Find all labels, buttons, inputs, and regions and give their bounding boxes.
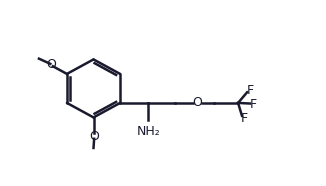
Text: F: F xyxy=(250,98,257,111)
Text: F: F xyxy=(247,84,254,97)
Text: O: O xyxy=(46,58,56,71)
Text: NH₂: NH₂ xyxy=(136,125,160,138)
Text: O: O xyxy=(193,96,203,109)
Text: F: F xyxy=(240,112,247,125)
Text: O: O xyxy=(89,130,99,143)
